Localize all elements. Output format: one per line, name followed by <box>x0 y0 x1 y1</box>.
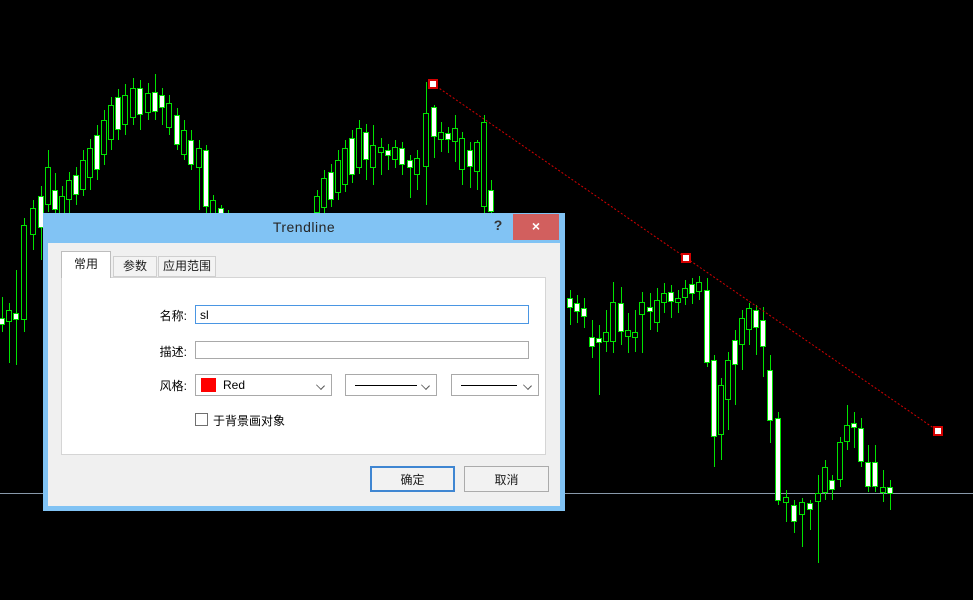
color-swatch <box>201 378 216 392</box>
chevron-down-icon <box>316 381 325 390</box>
tab-common[interactable]: 常用 <box>61 251 111 278</box>
trendline-dialog: Trendline ? × 常用 参数 应用范围 名称: sl 描述: 风格: … <box>43 213 565 511</box>
help-button[interactable]: ? <box>489 217 507 237</box>
style-label: 风格: <box>159 379 187 393</box>
draw-background-checkbox[interactable] <box>195 413 208 426</box>
name-label: 名称: <box>159 309 187 323</box>
description-label: 描述: <box>159 345 187 359</box>
line-style-select[interactable] <box>345 374 437 396</box>
ok-button[interactable]: 确定 <box>370 466 455 492</box>
description-input[interactable] <box>195 341 529 359</box>
chevron-down-icon <box>523 381 532 390</box>
question-icon: ? <box>493 217 503 233</box>
close-icon: × <box>531 218 541 234</box>
chevron-down-icon <box>421 381 430 390</box>
draw-background-label: 于背景画对象 <box>213 414 286 428</box>
dialog-titlebar[interactable]: Trendline ? × <box>43 213 565 243</box>
line-width-preview <box>461 385 517 386</box>
color-select[interactable]: Red <box>195 374 332 396</box>
cancel-button[interactable]: 取消 <box>464 466 549 492</box>
line-width-select[interactable] <box>451 374 539 396</box>
name-input[interactable]: sl <box>195 305 529 324</box>
dialog-title: Trendline <box>272 219 336 235</box>
line-style-preview <box>355 385 417 386</box>
dialog-body: 常用 参数 应用范围 名称: sl 描述: 风格: Red <box>48 243 560 506</box>
tab-parameters[interactable]: 参数 <box>113 256 157 277</box>
tab-panel: 名称: sl 描述: 风格: Red <box>61 277 546 455</box>
color-name: Red <box>223 378 246 392</box>
tab-visualization[interactable]: 应用范围 <box>158 256 216 277</box>
close-button[interactable]: × <box>513 214 559 240</box>
